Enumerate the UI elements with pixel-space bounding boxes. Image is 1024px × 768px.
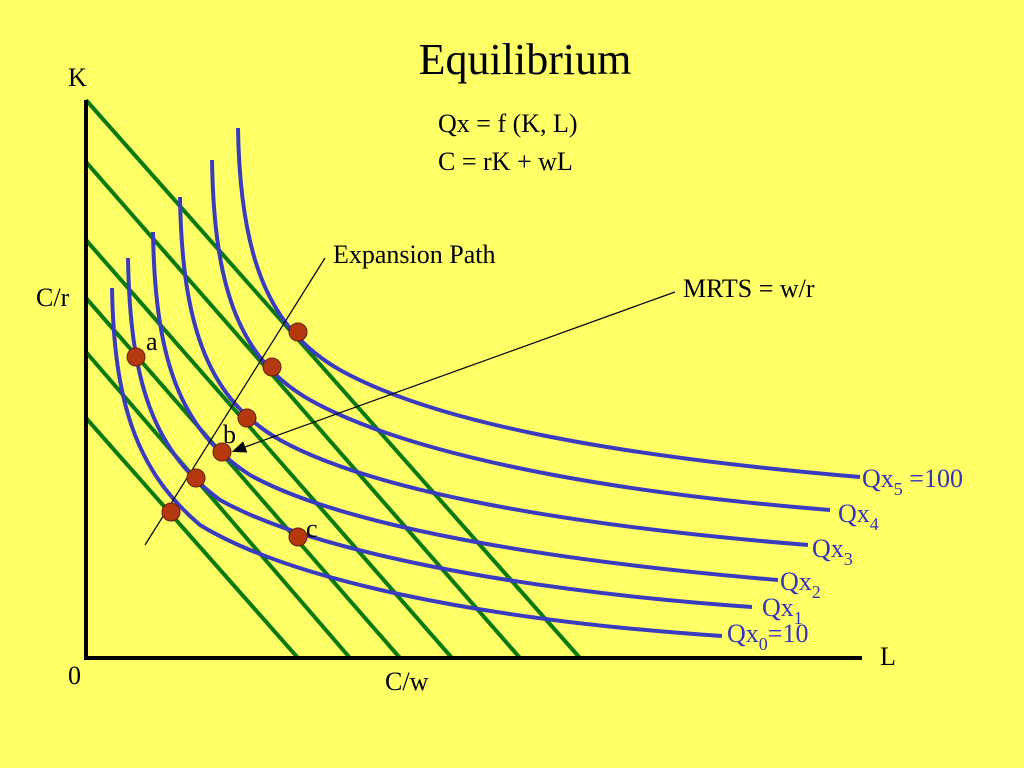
isoquant [151,231,779,582]
point-c [288,527,308,547]
curve-label: Qx1 [762,593,803,628]
curve-label-sub: 4 [870,514,879,534]
isocost [84,350,352,660]
points [126,322,308,547]
curve-label-base: Qx [780,567,812,596]
tangency-point [161,502,181,522]
curve-label: Qx5 =100 [862,464,963,499]
isoquant [210,159,831,512]
curve-label-rest: =10 [768,619,809,648]
curve-label-rest: =100 [903,464,963,493]
curve-label: Qx4 [838,499,879,534]
equation: C = rK + wL [438,147,573,176]
title: Equilibrium [419,35,632,84]
tangency-point [262,357,282,377]
curve-label: Qx0=10 [727,619,808,654]
curve-label-base: Qx [812,534,844,563]
curve-label-base: Qx [862,464,894,493]
y-intercept-label: C/r [36,283,70,312]
isoquant [110,287,723,638]
curve-label-base: Qx [838,499,870,528]
curve-label: Qx3 [812,534,853,569]
x-intercept-label: C/w [385,667,429,696]
isocost [84,160,522,660]
equation: Qx = f (K, L) [438,109,578,138]
annotation: MRTS = w/r [683,274,815,303]
point-label: b [223,420,236,449]
tangency-point [237,408,257,428]
isoquant [126,257,753,609]
tangency-point [186,468,206,488]
curve-label-sub: 0 [759,634,768,654]
point-label: a [146,327,158,356]
isoquants [110,127,861,638]
point-a [126,347,146,367]
isoquant [178,196,809,547]
mrts-arrow [231,291,676,453]
isocost [84,416,300,660]
isoquant [236,127,861,479]
y-axis-label: K [68,63,87,92]
curve-label-base: Qx [727,619,759,648]
point-label: c [306,514,318,543]
curve-label-sub: 1 [794,608,803,628]
x-axis-label: L [880,642,896,671]
curve-label-sub: 5 [894,479,903,499]
curve-label-sub: 3 [844,549,853,569]
tangency-point [288,322,308,342]
curve-label-base: Qx [762,593,794,622]
origin-label: 0 [68,661,81,690]
curve-label-sub: 2 [812,582,821,602]
isocost [84,98,582,660]
curve-label: Qx2 [780,567,821,602]
isocost [84,238,454,660]
expansion-path [144,257,326,546]
annotation: Expansion Path [333,240,496,269]
tangency-point [212,442,232,462]
